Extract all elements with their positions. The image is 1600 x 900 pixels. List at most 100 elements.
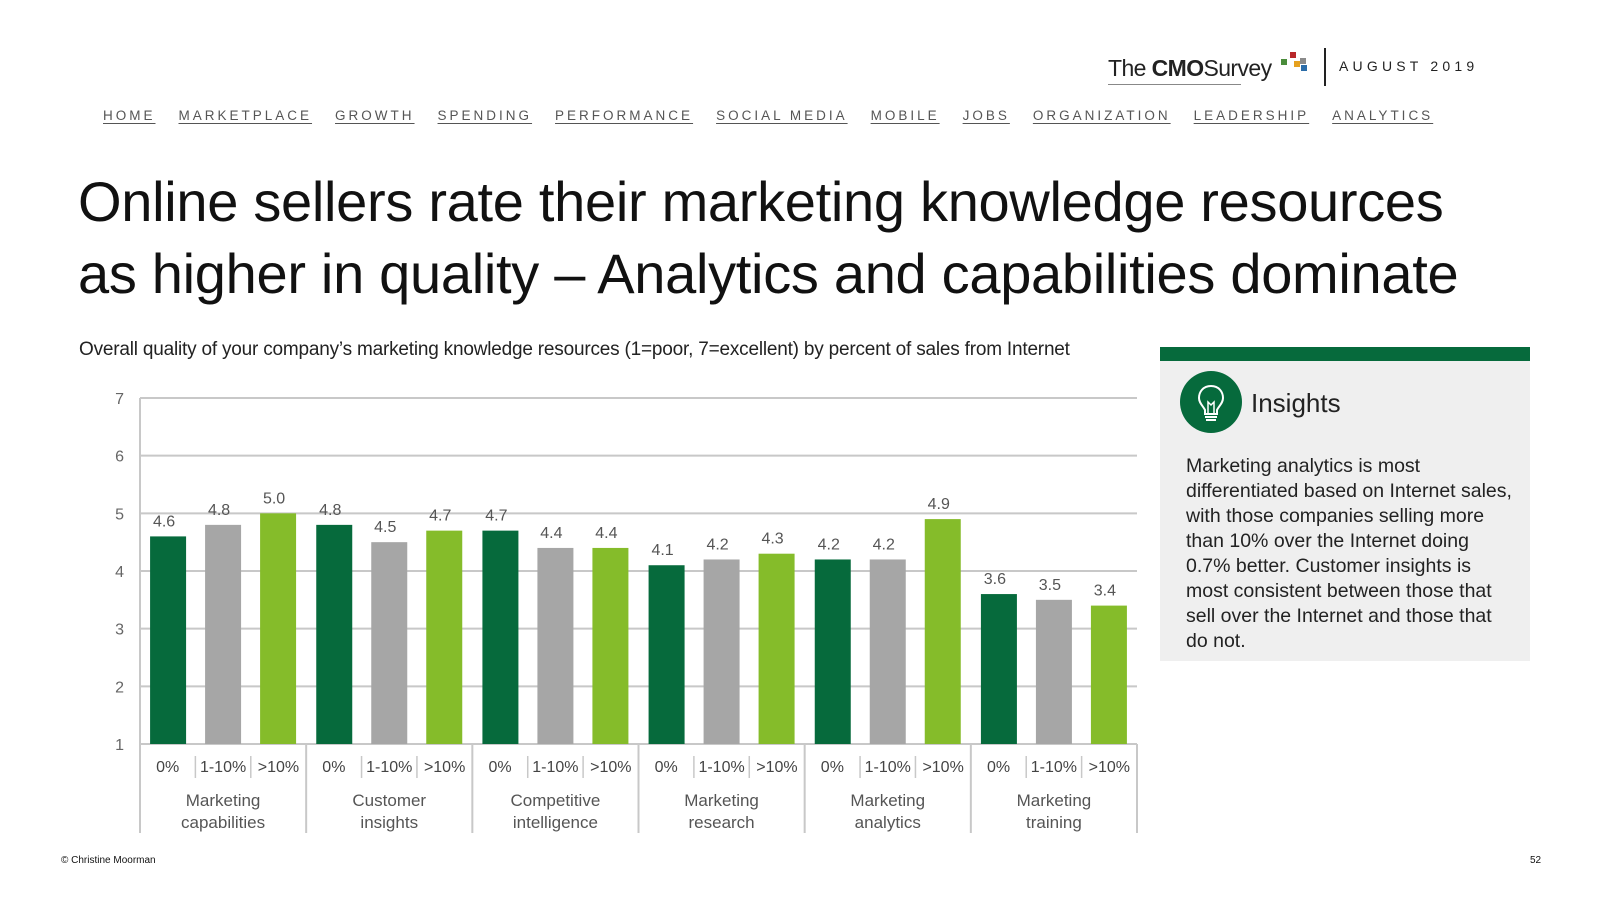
- insights-title: Insights: [1251, 388, 1341, 418]
- data-label: 4.2: [873, 536, 895, 553]
- subcategory-label: 1-10%: [366, 759, 412, 776]
- y-tick-label: 5: [115, 506, 124, 523]
- bar: [371, 542, 408, 744]
- bar: [316, 524, 353, 744]
- bar: [592, 547, 629, 744]
- bar: [482, 530, 519, 744]
- nav-link-leadership[interactable]: LEADERSHIP: [1193, 108, 1310, 123]
- data-label: 4.1: [651, 542, 673, 559]
- data-label: 4.8: [319, 502, 341, 519]
- bar: [1090, 605, 1127, 744]
- data-label: 4.4: [595, 525, 617, 542]
- data-label: 4.8: [208, 502, 230, 519]
- subcategory-label: 1-10%: [1031, 759, 1077, 776]
- logo-dot: [1294, 61, 1300, 67]
- y-tick-label: 3: [115, 622, 124, 639]
- bar: [205, 524, 242, 744]
- category-label-line-1: Customer: [352, 791, 426, 810]
- nav-link-organization[interactable]: ORGANIZATION: [1032, 108, 1171, 123]
- subcategory-label: 0%: [156, 759, 179, 776]
- data-label: 4.7: [429, 508, 451, 525]
- page-number: 52: [1530, 855, 1542, 866]
- logo-bold: CMO: [1151, 54, 1204, 81]
- category-label-line-2: research: [689, 813, 755, 832]
- bar: [426, 530, 463, 744]
- subcategory-label: 0%: [488, 759, 511, 776]
- nav-link-spending[interactable]: SPENDING: [437, 108, 533, 123]
- data-label: 4.4: [540, 525, 562, 542]
- bar: [150, 536, 187, 744]
- data-label: 4.2: [706, 536, 728, 553]
- subcategory-label: >10%: [1089, 759, 1130, 776]
- category-label-line-1: Marketing: [684, 791, 759, 810]
- bar: [814, 559, 851, 744]
- data-label: 3.4: [1094, 583, 1116, 600]
- logo-prefix: The: [1108, 54, 1146, 81]
- data-label: 4.9: [928, 496, 950, 513]
- logo-dots-icon: [1281, 52, 1321, 82]
- category-label-line-1: Marketing: [1017, 791, 1092, 810]
- subcategory-label: >10%: [258, 759, 299, 776]
- bar: [758, 553, 795, 744]
- nav-link-performance[interactable]: PERFORMANCE: [555, 108, 694, 123]
- logo-dot: [1281, 59, 1287, 65]
- y-tick-label: 7: [115, 391, 124, 408]
- nav-link-analytics[interactable]: ANALYTICS: [1332, 108, 1434, 123]
- subcategory-label: 1-10%: [698, 759, 744, 776]
- logo-suffix: Survey: [1203, 54, 1273, 81]
- lightbulb-icon: [1180, 371, 1242, 433]
- category-label-line-1: Marketing: [186, 791, 261, 810]
- copyright: © Christine Moorman: [61, 855, 156, 866]
- subcategory-label: >10%: [922, 759, 963, 776]
- nav-link-jobs[interactable]: JOBS: [962, 108, 1010, 123]
- logo-dot: [1300, 58, 1306, 64]
- y-tick-label: 2: [115, 679, 124, 696]
- category-label-line-2: analytics: [855, 813, 921, 832]
- bar: [703, 559, 740, 744]
- data-label: 3.5: [1039, 577, 1061, 594]
- data-label: 5.0: [263, 490, 285, 507]
- subcategory-label: >10%: [590, 759, 631, 776]
- bar: [924, 519, 961, 744]
- nav-link-growth[interactable]: GROWTH: [335, 108, 415, 123]
- data-label: 4.2: [818, 536, 840, 553]
- brand-logo: The CMOSurvey: [1108, 48, 1273, 88]
- subcategory-label: 0%: [655, 759, 678, 776]
- logo-dot: [1301, 65, 1307, 71]
- bar: [980, 594, 1017, 744]
- logo-dot: [1290, 52, 1296, 58]
- data-label: 4.6: [153, 513, 175, 530]
- subcategory-label: 1-10%: [532, 759, 578, 776]
- data-label: 4.7: [485, 508, 507, 525]
- page-title: Online sellers rate their marketing know…: [78, 166, 1459, 310]
- nav-link-social-media[interactable]: SOCIAL MEDIA: [716, 108, 848, 123]
- category-label-line-2: insights: [360, 813, 418, 832]
- bar: [648, 565, 685, 744]
- data-label: 3.6: [984, 571, 1006, 588]
- report-date: AUGUST 2019: [1339, 58, 1479, 74]
- y-tick-label: 6: [115, 449, 124, 466]
- y-tick-label: 4: [115, 564, 124, 581]
- subcategory-label: 1-10%: [200, 759, 246, 776]
- category-label-line-1: Marketing: [850, 791, 925, 810]
- category-label-line-1: Competitive: [511, 791, 601, 810]
- category-label-line-2: training: [1026, 813, 1082, 832]
- data-label: 4.5: [374, 519, 396, 536]
- bar: [260, 513, 297, 744]
- data-label: 4.3: [761, 531, 783, 548]
- nav-link-home[interactable]: HOME: [103, 108, 156, 123]
- y-tick-label: 1: [115, 737, 124, 754]
- top-navigation: HOME MARKETPLACE GROWTH SPENDING PERFORMANCE…: [103, 108, 1433, 123]
- bar: [869, 559, 906, 744]
- subcategory-label: 0%: [821, 759, 844, 776]
- subcategory-label: 0%: [322, 759, 345, 776]
- page-title-line-1: Online sellers rate their marketing know…: [78, 170, 1444, 233]
- header-divider: [1324, 48, 1326, 86]
- nav-link-marketplace[interactable]: MARKETPLACE: [178, 108, 313, 123]
- subcategory-label: 0%: [987, 759, 1010, 776]
- bar: [1035, 599, 1072, 744]
- page-title-line-2: as higher in quality – Analytics and cap…: [78, 242, 1459, 305]
- nav-link-mobile[interactable]: MOBILE: [870, 108, 940, 123]
- category-label-line-2: capabilities: [181, 813, 265, 832]
